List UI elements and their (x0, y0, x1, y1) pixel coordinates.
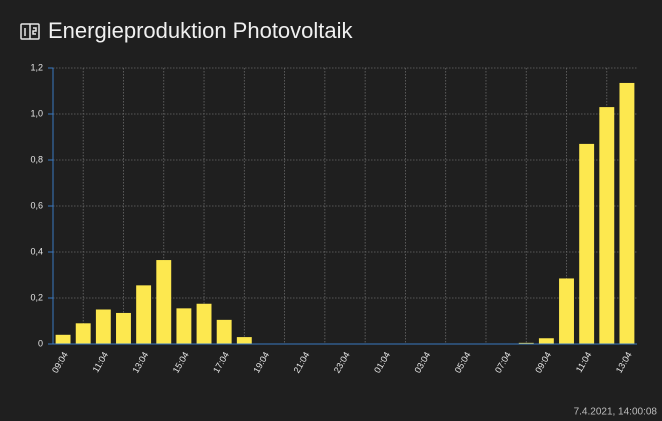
x-tick-label: 11:04 (91, 350, 111, 374)
bar (176, 308, 192, 344)
bar (55, 334, 71, 344)
bar (95, 309, 111, 344)
x-tick-label: 11:04 (574, 350, 594, 374)
bar (196, 303, 212, 344)
x-tick-label: 21:04 (292, 350, 312, 375)
bar (619, 82, 635, 344)
bar (599, 107, 615, 344)
bar (136, 285, 152, 344)
x-tick-label: 15:04 (171, 350, 191, 375)
x-tick-label: 13:04 (130, 350, 150, 375)
x-tick-label: 19:04 (251, 350, 271, 375)
bar (116, 312, 131, 344)
bar (559, 278, 574, 344)
y-tick-label: 0,8 (30, 154, 43, 164)
timestamp: 7.4.2021, 14:00:08 (574, 407, 658, 418)
bar (579, 143, 595, 344)
y-tick-label: 1,2 (30, 62, 43, 72)
chart-title: Energieproduktion Photovoltaik (48, 18, 354, 43)
bar (156, 260, 172, 344)
x-tick-label: 03:04 (412, 350, 432, 375)
x-tick-label: 09:04 (533, 350, 553, 375)
x-tick-label: 13:04 (614, 350, 634, 375)
x-tick-label: 05:04 (453, 350, 473, 375)
bar (518, 342, 534, 344)
bar (538, 338, 554, 344)
x-tick-label: 07:04 (493, 350, 513, 375)
bar (236, 337, 252, 344)
x-tick-label: 23:04 (332, 350, 352, 375)
y-tick-label: 0,2 (30, 292, 43, 302)
y-tick-label: 1,0 (30, 108, 43, 118)
x-tick-label: 17:04 (211, 350, 231, 375)
y-tick-label: 0 (38, 338, 43, 348)
x-tick-label: 09:04 (50, 350, 70, 375)
bar (216, 319, 232, 344)
y-tick-label: 0,4 (30, 246, 43, 256)
bar (75, 323, 91, 344)
title-icon (20, 23, 40, 40)
y-tick-label: 0,6 (30, 200, 43, 210)
x-tick-label: 01:04 (372, 350, 392, 375)
